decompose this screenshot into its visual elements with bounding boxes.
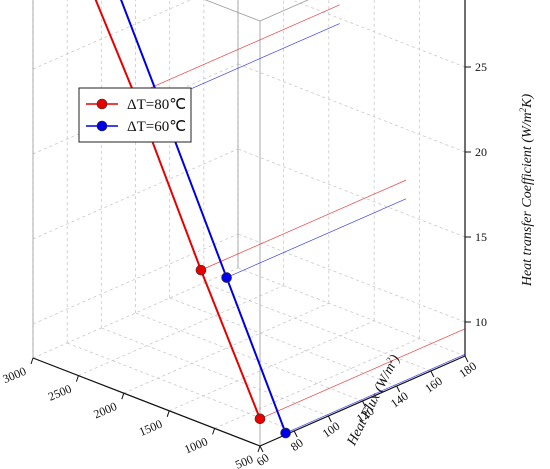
y-tick-label-4: 140 bbox=[388, 389, 411, 411]
series-1-point-1 bbox=[221, 272, 232, 283]
x-tick-mark-5 bbox=[30, 357, 34, 365]
y-tick-label-6: 180 bbox=[456, 359, 479, 381]
series-1-point-0 bbox=[280, 427, 291, 439]
x-tick-mark-0 bbox=[257, 445, 261, 453]
y-tick-mark-3 bbox=[362, 400, 366, 408]
grid-floor-y-5 bbox=[203, 282, 431, 372]
grid-side-z-1 bbox=[32, 148, 239, 240]
projection-line-s0-1 bbox=[200, 179, 407, 271]
y-tick-label-1: 80 bbox=[288, 436, 306, 454]
grid-side-z-3 bbox=[32, 0, 192, 70]
z-tick-label-3: 25 bbox=[475, 60, 487, 74]
grid-back-z-3 bbox=[291, 0, 466, 68]
frame-top-front-right bbox=[259, 0, 309, 22]
x-tick-mark-1 bbox=[212, 428, 216, 435]
y-tick-label-0: 60 bbox=[254, 451, 272, 469]
grid-floor-y-6 bbox=[237, 267, 466, 357]
z-axis-ticks: 1015202530 bbox=[465, 60, 487, 329]
x-tick-label-3: 2000 bbox=[91, 399, 119, 421]
series-line-1 bbox=[120, 0, 287, 434]
legend-label-60: ΔT=60℃ bbox=[127, 119, 186, 135]
legend: ΔT=80℃ ΔT=60℃ bbox=[78, 87, 192, 143]
y-tick-mark-5 bbox=[430, 370, 435, 378]
projection-line-s1-1 bbox=[226, 198, 407, 278]
projection-line-s0-2 bbox=[134, 4, 340, 96]
z-axis-title: Heat transfer Coefficient (W/m2K) bbox=[518, 94, 535, 288]
back-panels bbox=[32, 0, 466, 447]
series-layer bbox=[94, 0, 466, 439]
series-0-point-0 bbox=[254, 413, 266, 425]
legend-marker-60 bbox=[96, 120, 108, 132]
x-tick-mark-3 bbox=[121, 393, 125, 400]
grid-side-z-0 bbox=[32, 233, 239, 325]
y-tick-mark-0 bbox=[259, 445, 264, 453]
y-tick-mark-6 bbox=[464, 355, 469, 363]
series-0-point-1 bbox=[195, 264, 207, 276]
x-tick-label-4: 2500 bbox=[46, 381, 74, 403]
x-axis-title-sup: 2 bbox=[384, 356, 395, 365]
y-tick-label-5: 160 bbox=[422, 374, 445, 396]
projection-line-s0-0 bbox=[259, 328, 466, 420]
grid-back-z-0 bbox=[237, 233, 466, 323]
grid-back-z-2 bbox=[237, 63, 466, 153]
x-tick-label-1: 1000 bbox=[182, 434, 210, 456]
x-tick-mark-4 bbox=[75, 375, 79, 382]
z-axis-title-end: K) bbox=[520, 94, 535, 109]
legend-label-80: ΔT=80℃ bbox=[127, 97, 186, 113]
x-tick-label-2: 1500 bbox=[137, 417, 165, 439]
y-tick-mark-4 bbox=[396, 385, 401, 393]
y-tick-mark-1 bbox=[293, 430, 298, 438]
x-tick-mark-2 bbox=[166, 410, 170, 417]
y-tick-mark-2 bbox=[327, 415, 332, 423]
grid-side-z-2 bbox=[32, 63, 239, 155]
grid-floor-y-2 bbox=[101, 327, 329, 417]
z-tick-label-2: 20 bbox=[475, 145, 487, 159]
projection-line-s1-0 bbox=[285, 353, 466, 434]
z-tick-label-1: 15 bbox=[475, 230, 487, 244]
z-axis-title-sup: 2 bbox=[518, 107, 528, 112]
legend-marker-80 bbox=[96, 98, 108, 110]
x-tick-label-5: 3000 bbox=[1, 364, 29, 386]
grid-floor-y-1 bbox=[67, 342, 295, 432]
grid-back-z-1 bbox=[237, 148, 466, 238]
x-tick-label-0: 500 bbox=[233, 452, 255, 469]
series-line-0 bbox=[94, 0, 261, 420]
y-tick-label-2: 100 bbox=[320, 419, 343, 441]
frame-top-front-left bbox=[204, 0, 261, 22]
legend-box bbox=[78, 87, 192, 143]
grid-floor-y-4 bbox=[169, 297, 397, 387]
x-axis-line bbox=[32, 357, 261, 447]
z-tick-label-0: 10 bbox=[475, 315, 487, 329]
grid-floor-y-3 bbox=[135, 312, 363, 402]
z-axis-title-text: Heat transfer Coefficient (W/m bbox=[520, 112, 535, 287]
